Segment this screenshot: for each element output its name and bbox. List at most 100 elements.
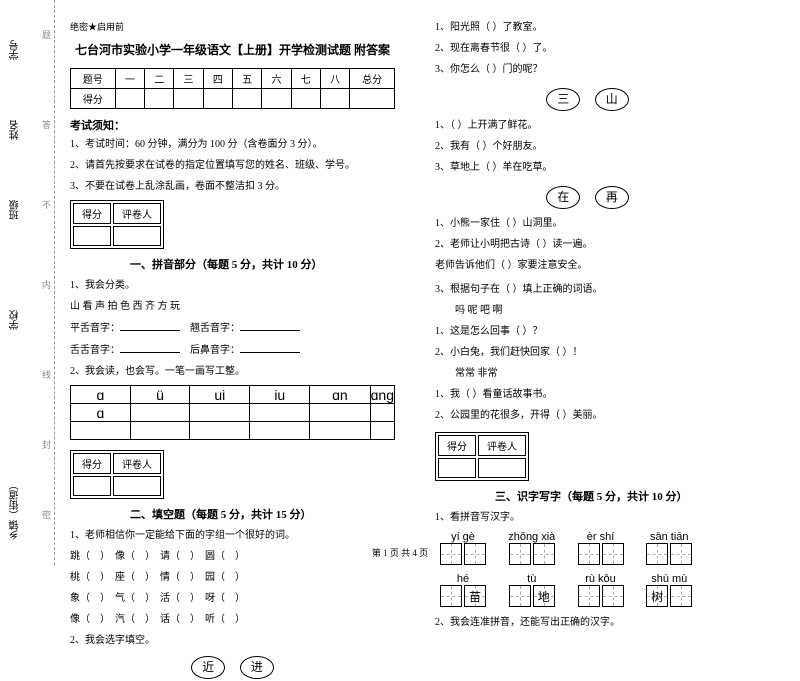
word-row: 象（ ） 气（ ） 活（ ） 呀（ ） bbox=[70, 591, 395, 607]
pinyin-label: hé bbox=[435, 573, 491, 585]
choice-oval: 再 bbox=[595, 186, 629, 209]
rule-item: 3、不要在试卷上乱涂乱画，卷面不整洁扣 3 分。 bbox=[70, 179, 395, 195]
pinyin-cell[interactable] bbox=[310, 404, 370, 422]
section-2-title: 二、填空题（每题 5 分，共计 15 分） bbox=[70, 506, 395, 522]
cell[interactable] bbox=[232, 89, 261, 109]
char-cell[interactable] bbox=[440, 585, 462, 607]
q3: 3、根据句子在（ ）填上正确的词语。 bbox=[435, 282, 740, 298]
marker-box: 得分评卷人 bbox=[435, 432, 529, 481]
char-cell[interactable] bbox=[602, 585, 624, 607]
marker-cell[interactable] bbox=[113, 476, 161, 496]
q1-2: 2、我会读，也会写。一笔一画写工整。 bbox=[70, 364, 395, 380]
oval-group: 在 再 bbox=[435, 184, 740, 211]
pinyin-label: yí gè bbox=[435, 531, 491, 543]
char-cell[interactable] bbox=[578, 585, 600, 607]
exam-title: 七台河市实验小学一年级语文【上册】开学检测试题 附答案 bbox=[70, 41, 395, 58]
pinyin-cell[interactable]: ɑ bbox=[71, 404, 131, 422]
cell[interactable] bbox=[262, 89, 291, 109]
side-label-class: 班级 bbox=[8, 200, 23, 220]
rule-item: 2、请首先按要求在试卷的指定位置填写您的姓名、班级、学号。 bbox=[70, 158, 395, 174]
char-cell[interactable] bbox=[509, 585, 531, 607]
pinyin-cell[interactable] bbox=[71, 422, 131, 440]
char-cell[interactable] bbox=[670, 585, 692, 607]
cell[interactable] bbox=[115, 89, 144, 109]
section-1-title: 一、拼音部分（每题 5 分，共计 10 分） bbox=[70, 256, 395, 272]
oval-group: 三 山 bbox=[435, 86, 740, 113]
pinyin-cell[interactable] bbox=[370, 422, 394, 440]
fill-line: 1、（ ）上开满了鲜花。 bbox=[435, 118, 740, 134]
marker-cell[interactable] bbox=[478, 458, 526, 478]
pinyin-cell[interactable] bbox=[190, 422, 250, 440]
sub-line: 2、小白兔，我们赶快回家（ ）！ bbox=[435, 345, 740, 361]
cell[interactable] bbox=[320, 89, 349, 109]
choice-oval: 在 bbox=[546, 186, 580, 209]
marker-cell[interactable] bbox=[113, 226, 161, 246]
seal-text: 封 bbox=[40, 440, 53, 452]
q1-flat: 平舌音字： 翘舌音字： bbox=[70, 320, 395, 337]
secret-label: 绝密★启用前 bbox=[70, 20, 395, 33]
marker-label: 评卷人 bbox=[113, 453, 161, 474]
score-label: 得分 bbox=[73, 203, 111, 224]
char-cell: 树 bbox=[646, 585, 668, 607]
page-footer: 第 1 页 共 4 页 bbox=[0, 546, 800, 559]
score-cell[interactable] bbox=[73, 226, 111, 246]
seal-text: 密 bbox=[40, 510, 53, 522]
pinyin-cell[interactable] bbox=[250, 404, 310, 422]
th: 七 bbox=[291, 69, 320, 89]
score-summary-table: 题号 一 二 三 四 五 六 七 八 总分 得分 bbox=[70, 68, 395, 109]
th: 三 bbox=[174, 69, 203, 89]
pinyin-label: èr shí bbox=[573, 531, 629, 543]
q1-chars: 山 看 声 拍 色 西 齐 方 玩 bbox=[70, 299, 395, 315]
pinyin-label: zhǒng xià bbox=[504, 531, 560, 543]
cell[interactable] bbox=[291, 89, 320, 109]
side-label-name: 姓名 bbox=[8, 120, 23, 140]
pinyin-cell[interactable] bbox=[130, 404, 190, 422]
pinyin-cell[interactable] bbox=[250, 422, 310, 440]
cell[interactable] bbox=[203, 89, 232, 109]
fill-line: 1、小熊一家住（ ）山洞里。 bbox=[435, 216, 740, 232]
char-cell: 地 bbox=[533, 585, 555, 607]
rules-head: 考试须知： bbox=[70, 117, 395, 133]
fill-line: 2、现在离春节很（ ）了。 bbox=[435, 41, 740, 57]
seal-text: 不 bbox=[40, 200, 53, 212]
choice-oval: 进 bbox=[240, 656, 274, 679]
cell[interactable] bbox=[145, 89, 174, 109]
pinyin-cell: ɑn bbox=[310, 386, 370, 404]
pinyin-cell[interactable] bbox=[190, 404, 250, 422]
pinyin-label: tù bbox=[504, 573, 560, 585]
fill-line: 2、我有（ ）个好朋友。 bbox=[435, 139, 740, 155]
pinyin-row-2: hé苗 tù地 rù kǒu shù mù树 bbox=[435, 573, 740, 607]
score-cell[interactable] bbox=[73, 476, 111, 496]
q2-1: 1、老师相信你一定能给下面的字组一个很好的词。 bbox=[70, 528, 395, 544]
th: 四 bbox=[203, 69, 232, 89]
rule-item: 1、考试时间：60 分钟，满分为 100 分（含卷面分 3 分）。 bbox=[70, 137, 395, 153]
side-label-town: 乡镇（街道） bbox=[8, 480, 23, 540]
pinyin-cell[interactable] bbox=[370, 404, 394, 422]
oval-group: 近 进 bbox=[70, 654, 395, 681]
marker-label: 评卷人 bbox=[478, 435, 526, 456]
word-row: 桃（ ） 座（ ） 情（ ） 园（ ） bbox=[70, 570, 395, 586]
marker-box: 得分评卷人 bbox=[70, 200, 164, 249]
marker-label: 评卷人 bbox=[113, 203, 161, 224]
fill-line: 3、你怎么（ ）门的呢？ bbox=[435, 62, 740, 78]
pinyin-cell[interactable] bbox=[310, 422, 370, 440]
cell[interactable] bbox=[174, 89, 203, 109]
q1-tongue: 舌舌音字： 后鼻音字： bbox=[70, 342, 395, 359]
sub-line: 吗 呢 吧 啊 bbox=[435, 303, 740, 319]
pinyin-cell[interactable] bbox=[130, 422, 190, 440]
seal-text: 内 bbox=[40, 280, 53, 292]
th: 二 bbox=[145, 69, 174, 89]
char-cell: 苗 bbox=[464, 585, 486, 607]
fill-line: 2、老师让小明把古诗（ ）读一遍。 bbox=[435, 237, 740, 253]
seal-text: 线 bbox=[40, 370, 53, 382]
binding-strip: 学号 姓名 班级 学校 乡镇（街道） 题 答 不 内 线 封 密 bbox=[0, 0, 55, 565]
q2-2: 2、我会选字填空。 bbox=[70, 633, 395, 649]
score-cell[interactable] bbox=[438, 458, 476, 478]
seal-text: 答 bbox=[40, 120, 53, 132]
pinyin-cell: iu bbox=[250, 386, 310, 404]
cell[interactable] bbox=[350, 89, 395, 109]
th: 五 bbox=[232, 69, 261, 89]
pinyin-label: rù kǒu bbox=[573, 573, 629, 585]
th: 题号 bbox=[71, 69, 116, 89]
q1-1: 1、我会分类。 bbox=[70, 278, 395, 294]
